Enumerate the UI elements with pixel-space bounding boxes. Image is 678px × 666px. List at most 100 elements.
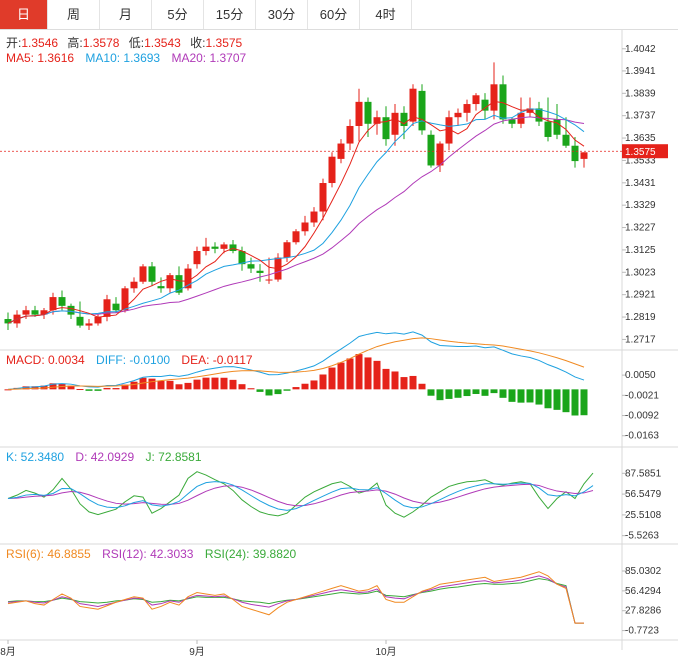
candle-body — [517, 112, 525, 124]
chart-area: 1.4042 1.3941 1.3839 1.3737 1.3635 1.3533 1.34… — [0, 30, 678, 658]
macd-bar — [31, 386, 39, 390]
candle-body — [562, 134, 570, 146]
macd-bar — [67, 385, 75, 390]
candle-body — [112, 303, 120, 311]
macd-bar — [301, 383, 309, 390]
candle-body — [256, 270, 264, 273]
tab-4[interactable]: 15分 — [204, 0, 256, 29]
candle-body — [148, 266, 156, 282]
macd-bar — [49, 383, 57, 390]
candle-body — [355, 101, 363, 126]
candle-body — [319, 183, 327, 212]
candle-body — [67, 305, 75, 315]
candle-body — [445, 117, 453, 144]
rsi6-line — [7, 571, 584, 624]
x-tick-label: 10月 — [375, 646, 396, 658]
candle-body — [481, 99, 489, 111]
macd-panel: 0.0050 -0.0021 -0.0092 -0.0163 — [4, 331, 659, 442]
period-tabs: 日周月 5分 15分 30分 60分 4时 — [0, 0, 678, 30]
rsi-tick-label: 27.8286 — [625, 606, 662, 617]
tab-1[interactable]: 周 — [48, 0, 100, 29]
kdj-tick-label: 87.5851 — [625, 468, 662, 479]
price-tick-label: 1.3533 — [625, 155, 656, 166]
macd-bar — [436, 389, 444, 401]
macd-bar — [346, 358, 354, 390]
macd-bar — [337, 362, 345, 390]
tab-6[interactable]: 60分 — [308, 0, 360, 29]
macd-tick-label: -0.0163 — [625, 431, 659, 442]
macd-bar — [229, 379, 237, 390]
candle-body — [364, 101, 372, 124]
macd-bar — [562, 389, 570, 413]
candle-body — [526, 108, 534, 113]
candle-body — [580, 152, 588, 159]
macd-bar — [22, 386, 30, 390]
panel-borders — [0, 30, 678, 650]
candle-body — [544, 121, 552, 137]
candle-body — [508, 119, 516, 124]
tab-5[interactable]: 30分 — [256, 0, 308, 29]
macd-bar — [193, 379, 201, 390]
candle-body — [85, 323, 93, 326]
macd-bar — [274, 389, 282, 395]
candle-body — [22, 310, 30, 315]
price-tick-label: 1.3635 — [625, 133, 656, 144]
tab-7[interactable]: 4时 — [360, 0, 412, 29]
macd-bar — [373, 360, 381, 390]
candle-body — [175, 275, 183, 293]
tab-2[interactable]: 月 — [100, 0, 152, 29]
rsi-tick-label: -0.7723 — [625, 626, 659, 637]
candle-body — [418, 90, 426, 131]
candle-body — [130, 281, 138, 289]
ma5-line — [7, 100, 585, 324]
macd-bar — [409, 375, 417, 390]
candle-body — [382, 117, 390, 140]
macd-bar — [238, 384, 246, 390]
price-tick-label: 1.2717 — [625, 334, 656, 345]
macd-bar — [310, 380, 318, 390]
candle-body — [454, 112, 462, 118]
candle-body — [211, 246, 219, 249]
macd-bar — [103, 387, 111, 390]
price-tick-label: 1.3431 — [625, 178, 656, 189]
candle-body — [373, 117, 381, 124]
x-tick-label: 8月 — [0, 646, 16, 658]
price-tick-label: 1.3023 — [625, 267, 656, 278]
candle-body — [238, 251, 246, 265]
macd-bar — [490, 389, 498, 394]
macd-bar — [553, 389, 561, 410]
macd-bar — [211, 377, 219, 390]
macd-bar — [526, 389, 534, 403]
candle-body — [472, 95, 480, 105]
candle-body — [139, 266, 147, 282]
ma-legend: MA5: 1.3616 MA10: 1.3693 MA20: 1.3707 — [6, 51, 246, 65]
macd-bar — [580, 389, 588, 416]
price-tick-label: 1.3329 — [625, 200, 656, 211]
candle-body — [193, 251, 201, 265]
last-price-tag — [622, 144, 668, 159]
macd-bar — [148, 378, 156, 390]
ma10-line — [7, 108, 585, 324]
candle-body — [58, 297, 66, 306]
candle-body — [463, 104, 471, 113]
macd-bar — [400, 377, 408, 390]
candle-body — [247, 264, 255, 269]
candle-body — [283, 242, 291, 258]
ohlc-legend: 开:1.3546 高:1.3578 低:1.3543 收:1.3575 — [6, 35, 243, 50]
tab-3[interactable]: 5分 — [152, 0, 204, 29]
candle-body — [436, 143, 444, 166]
candle-body — [40, 310, 48, 315]
macd-bar — [175, 384, 183, 390]
macd-bar — [382, 368, 390, 390]
dea-line — [7, 337, 585, 390]
tab-0[interactable]: 日 — [0, 0, 48, 29]
x-tick-label: 9月 — [189, 646, 205, 658]
macd-bar — [112, 388, 120, 390]
rsi-legend: RSI(6): 46.8855 RSI(12): 42.3033 RSI(24)… — [6, 547, 297, 561]
ma20-line — [7, 116, 585, 324]
candle-body — [391, 112, 399, 135]
candle-body — [202, 246, 210, 252]
macd-bar — [544, 389, 552, 409]
candle-body — [49, 297, 57, 311]
macd-bar — [202, 377, 210, 390]
